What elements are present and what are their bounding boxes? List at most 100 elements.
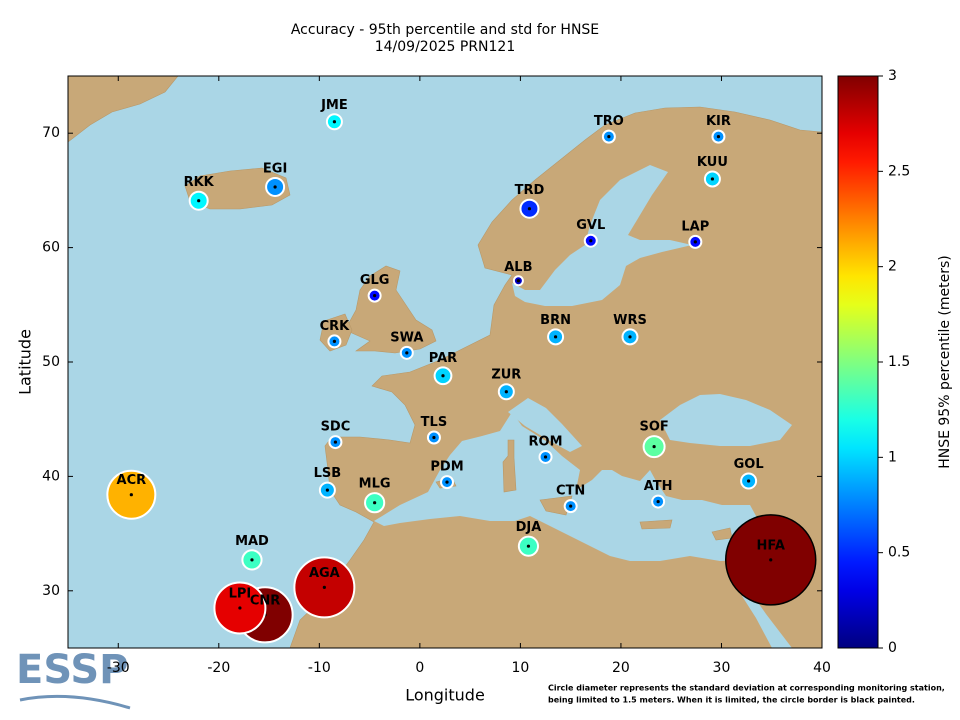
station-label: KUU — [697, 155, 728, 170]
y-tick-label: 50 — [42, 354, 60, 370]
colorbar — [837, 75, 879, 649]
station-dot — [445, 480, 449, 484]
station-dot — [373, 294, 377, 298]
chart-title: Accuracy - 95th percentile and std for H… — [291, 22, 599, 38]
x-tick-label: -10 — [308, 660, 331, 676]
adriatic-sea — [508, 398, 582, 452]
station-label: PDM — [430, 460, 463, 475]
x-tick-label: -20 — [207, 660, 230, 676]
great-britain — [344, 265, 437, 354]
station-label: CTN — [556, 484, 585, 499]
colorbar-label: HNSE 95% percentile (meters) — [937, 255, 953, 469]
x-tick-label: 40 — [813, 660, 831, 676]
station-dot — [322, 585, 326, 589]
logo-swoosh — [19, 694, 131, 710]
station-dot — [197, 199, 201, 203]
station-dot — [716, 135, 721, 139]
station-label: PAR — [429, 351, 457, 366]
station-dot — [652, 445, 656, 449]
station-label: SWA — [390, 330, 423, 345]
colorbar-tick-label: 1 — [888, 449, 897, 465]
station-label: LAP — [681, 219, 709, 234]
station-label: ATH — [644, 479, 673, 494]
station-label: CRK — [320, 319, 351, 334]
station-dot — [332, 120, 337, 124]
station-label: DJA — [516, 520, 542, 535]
station-label: JME — [320, 98, 348, 113]
colorbar-tick-label: 2.5 — [888, 163, 910, 179]
crete — [639, 519, 673, 530]
station-label: ACR — [117, 473, 147, 488]
station-dot — [569, 504, 573, 508]
station-dot — [504, 390, 508, 394]
station-label: LSB — [314, 466, 342, 481]
station-label: TRD — [515, 183, 545, 198]
station-dot — [432, 435, 436, 440]
stations: JME TRO KIR RKK EGI KUU TRD GVL LAP ALB GLG CRK SWA B… — [106, 98, 817, 644]
station-label: GLG — [360, 273, 390, 288]
x-axis-label: Longitude — [405, 686, 485, 705]
station-label: HFA — [757, 538, 785, 553]
station-label: ALB — [504, 260, 532, 275]
station-label: CNR — [250, 593, 280, 608]
station-dot — [238, 606, 242, 610]
station-label: MLG — [359, 477, 391, 492]
sicily — [539, 495, 573, 516]
station-dot — [325, 488, 329, 492]
station-dot — [589, 239, 593, 243]
logo: ESSP — [16, 647, 128, 693]
station-dot — [553, 335, 558, 339]
colorbar-tick-label: 0.5 — [888, 545, 910, 561]
station-dot — [526, 544, 531, 548]
greenland — [68, 76, 179, 143]
station-label: KIR — [706, 114, 731, 129]
station-label: WRS — [613, 313, 647, 328]
station-dot — [710, 177, 715, 181]
x-tick-label: 20 — [612, 660, 630, 676]
station-label: GVL — [576, 218, 605, 233]
colorbar-tick-label: 1.5 — [888, 354, 910, 370]
station-label: SDC — [321, 420, 351, 435]
station-label: TRO — [594, 114, 624, 129]
map — [68, 76, 822, 648]
station-dot — [129, 493, 133, 497]
station-label: ZUR — [491, 368, 521, 383]
station-dot — [693, 240, 697, 244]
y-axis-label: Latitude — [16, 329, 35, 395]
colorbar-tick-label: 0 — [888, 640, 897, 656]
station-dot — [607, 135, 611, 139]
x-tick-label: 10 — [511, 660, 529, 676]
red-sea — [742, 594, 792, 648]
station-dot — [373, 501, 377, 505]
black-sea — [660, 394, 792, 446]
station-dot — [747, 479, 751, 483]
station-dot — [656, 499, 660, 504]
x-tick-label: 30 — [713, 660, 731, 676]
colorbar-tick-label: 2 — [888, 259, 897, 275]
station-dot — [543, 455, 548, 459]
station-label: GOL — [734, 457, 764, 472]
y-tick-label: 60 — [42, 240, 60, 256]
station-dot — [405, 351, 409, 355]
station-dot — [628, 335, 632, 339]
station-label: SOF — [639, 420, 668, 435]
footnote: Circle diameter represents the standard … — [548, 684, 945, 693]
station-dot — [332, 339, 337, 344]
station-label: BRN — [540, 313, 571, 328]
station-label: TLS — [421, 415, 448, 430]
station-label: ROM — [529, 434, 563, 449]
station-label: RKK — [184, 175, 215, 190]
station-label: AGA — [309, 566, 340, 581]
station-label: EGI — [263, 161, 287, 176]
y-tick-label: 30 — [42, 583, 60, 599]
chart-subtitle: 14/09/2025 PRN121 — [375, 39, 516, 55]
corsica-sardinia — [502, 439, 517, 493]
y-tick-label: 70 — [42, 125, 60, 141]
station-dot — [273, 185, 277, 189]
x-tick-label: 0 — [415, 660, 424, 676]
colorbar-tick-label: 3 — [888, 68, 897, 84]
station-label: LPI — [229, 586, 252, 601]
baltic-sea — [512, 165, 692, 306]
x-tick-label: -30 — [107, 660, 130, 676]
